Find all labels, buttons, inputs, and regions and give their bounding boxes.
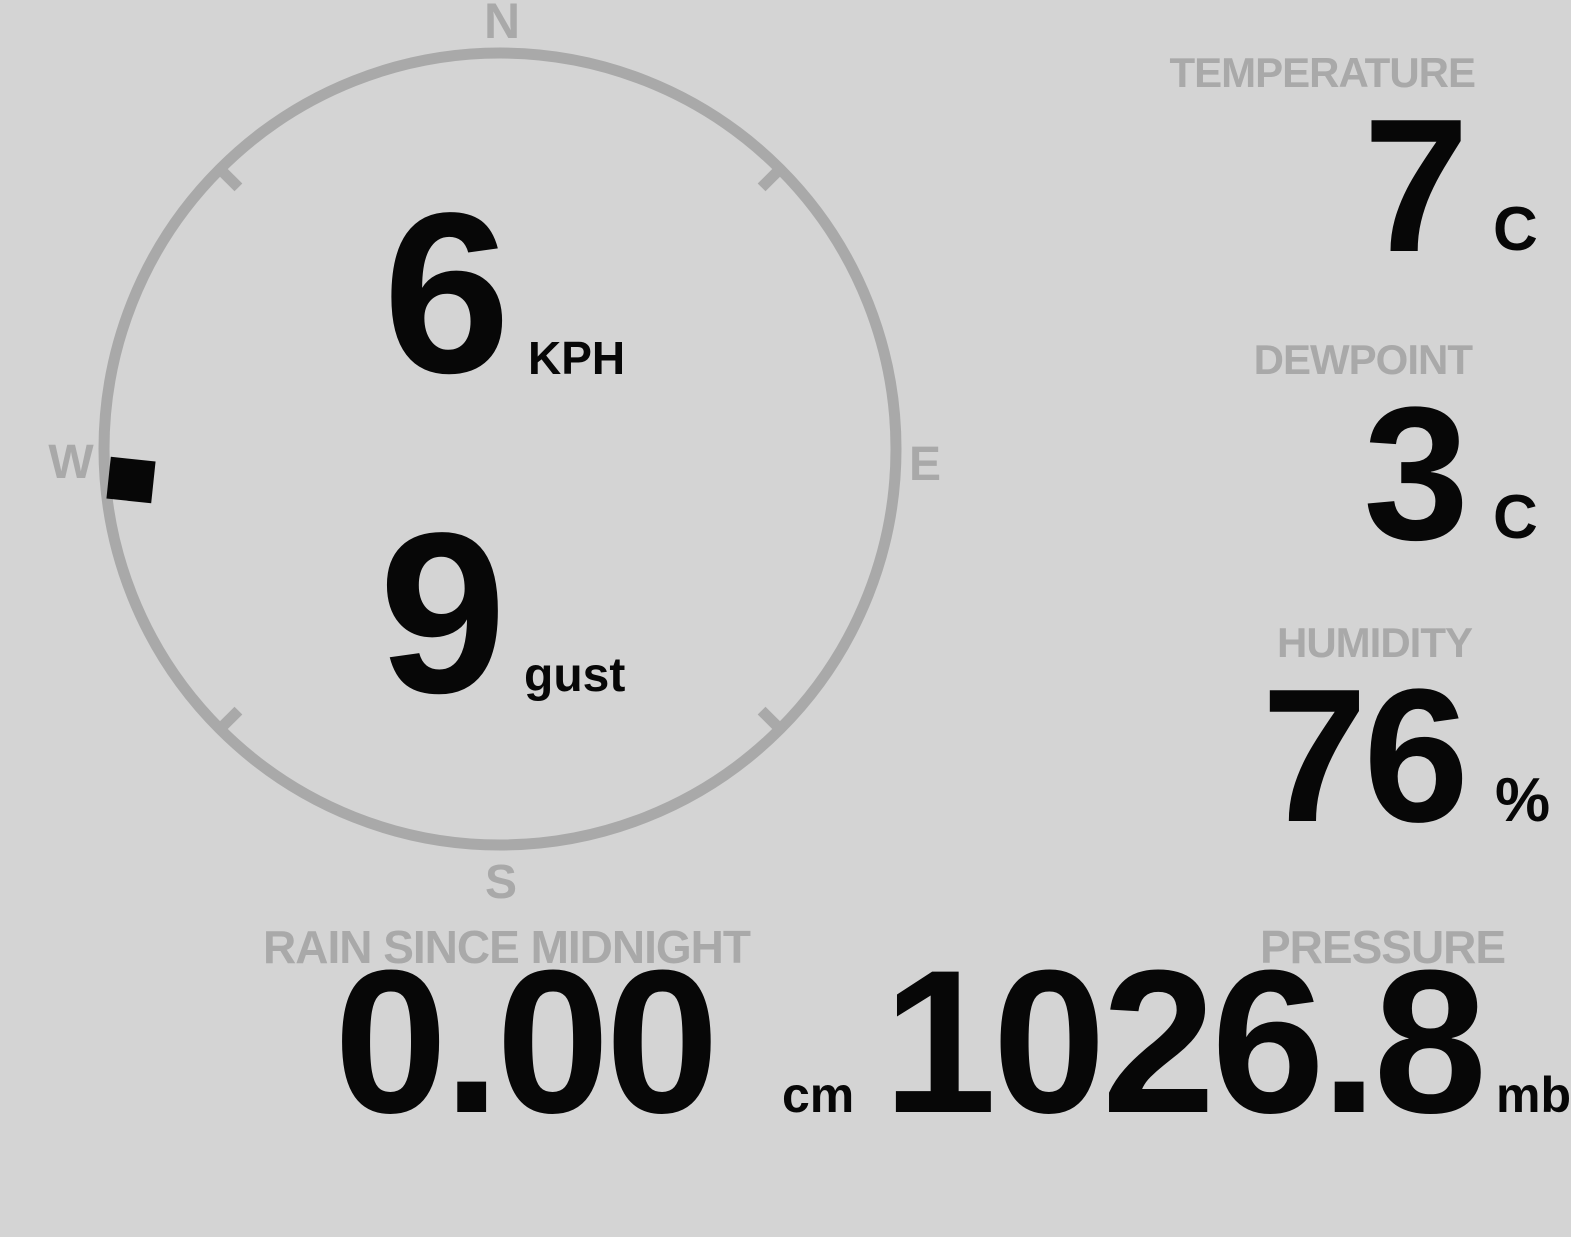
compass-south-label: S	[485, 856, 517, 909]
pressure-unit: mb	[1496, 1067, 1571, 1123]
compass-north-label: N	[484, 0, 520, 49]
temperature-value: 7	[1363, 80, 1469, 292]
dewpoint-value: 3	[1363, 368, 1469, 580]
wind-compass: N E S W	[48, 0, 941, 909]
rain-unit: cm	[782, 1067, 855, 1123]
humidity-unit: %	[1495, 766, 1551, 835]
humidity-value: 76	[1261, 650, 1469, 862]
dewpoint-label: DEWPOINT	[1253, 336, 1473, 383]
rain-value: 0.00	[334, 928, 719, 1156]
compass-east-label: E	[909, 438, 941, 491]
wind-speed-unit: KPH	[528, 332, 626, 384]
dewpoint-unit: C	[1493, 483, 1538, 552]
compass-tick-se-icon	[757, 706, 786, 735]
temperature-unit: C	[1493, 195, 1538, 264]
compass-ring-icon	[98, 47, 902, 851]
compass-tick-sw-icon	[214, 706, 243, 735]
wind-gust-unit: gust	[524, 649, 626, 702]
pressure-value: 1026.8	[883, 928, 1487, 1156]
wind-speed-value: 6	[383, 165, 510, 421]
compass-west-label: W	[48, 436, 94, 489]
pressure-label: PRESSURE	[1260, 921, 1506, 973]
compass-tick-nw-icon	[214, 163, 243, 192]
wind-gust-value: 9	[379, 485, 506, 741]
humidity-label: HUMIDITY	[1277, 619, 1473, 666]
rain-label: RAIN SINCE MIDNIGHT	[263, 921, 751, 973]
compass-tick-ne-icon	[757, 163, 786, 192]
temperature-label: TEMPERATURE	[1169, 49, 1476, 96]
wind-direction-marker	[106, 456, 156, 504]
